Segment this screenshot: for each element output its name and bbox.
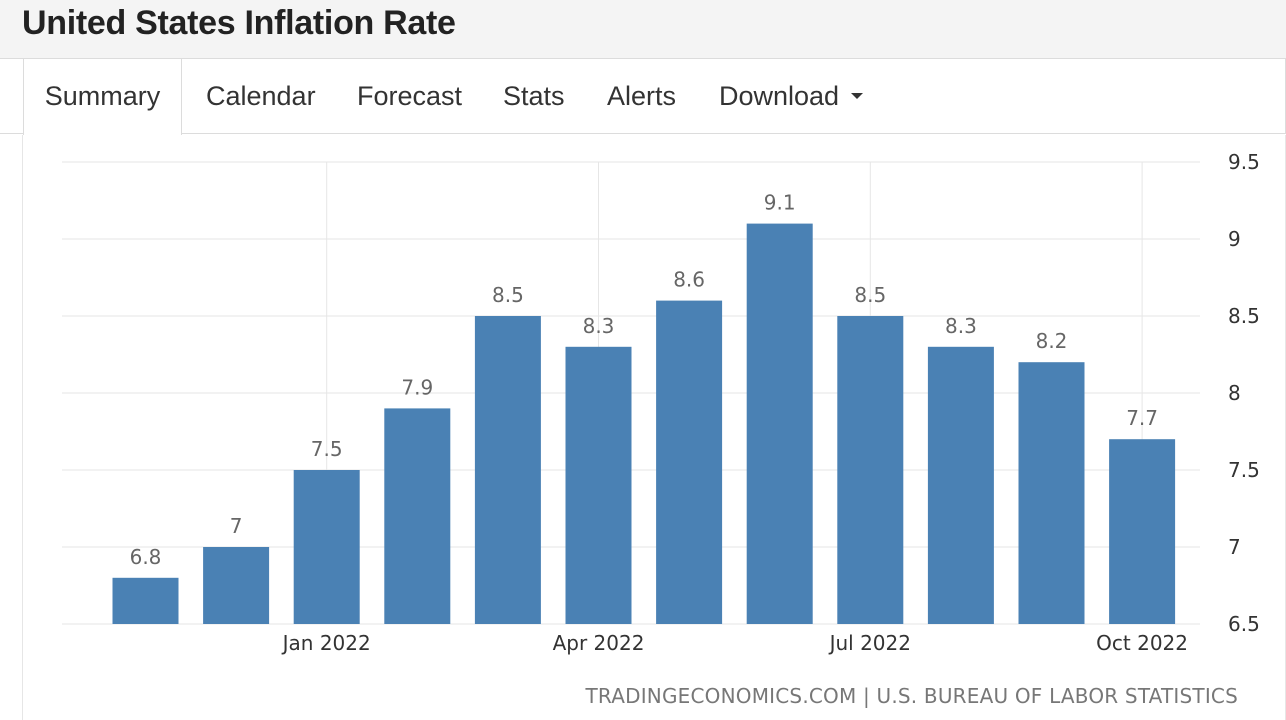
data-label: 8.5 bbox=[854, 283, 886, 307]
y-tick-label: 8 bbox=[1228, 381, 1241, 405]
page-header: United States Inflation Rate bbox=[0, 0, 1286, 59]
bar bbox=[384, 408, 451, 624]
data-label: 6.8 bbox=[130, 545, 162, 569]
data-label: 7 bbox=[230, 514, 243, 538]
bar bbox=[927, 346, 994, 624]
bar bbox=[1018, 362, 1085, 624]
bar bbox=[837, 316, 904, 624]
bar bbox=[1109, 439, 1176, 624]
content-border bbox=[22, 135, 23, 720]
data-label: 9.1 bbox=[764, 191, 796, 215]
bar bbox=[293, 470, 360, 624]
page-title: United States Inflation Rate bbox=[22, 4, 456, 42]
x-tick-label: Apr 2022 bbox=[553, 631, 645, 655]
bar bbox=[565, 346, 632, 624]
tab-alerts[interactable]: Alerts bbox=[607, 81, 677, 111]
tab-bar-divider bbox=[0, 133, 23, 134]
y-tick-label: 6.5 bbox=[1228, 612, 1260, 636]
tab-summary[interactable]: Summary bbox=[23, 59, 182, 135]
x-tick-label: Jan 2022 bbox=[281, 631, 371, 655]
tab-calendar[interactable]: Calendar bbox=[206, 81, 316, 111]
y-tick-label: 8.5 bbox=[1228, 304, 1260, 328]
tab-stats[interactable]: Stats bbox=[503, 81, 565, 111]
tab-forecast[interactable]: Forecast bbox=[357, 81, 463, 111]
bar bbox=[474, 316, 541, 624]
data-label: 8.6 bbox=[673, 268, 705, 292]
y-tick-label: 7.5 bbox=[1228, 458, 1260, 482]
bar bbox=[746, 223, 813, 624]
data-label: 7.7 bbox=[1126, 406, 1158, 430]
bar bbox=[203, 547, 270, 624]
source-credit: TRADINGECONOMICS.COM | U.S. BUREAU OF LA… bbox=[585, 684, 1238, 708]
tab-download[interactable]: Download bbox=[719, 59, 864, 134]
data-label: 8.2 bbox=[1036, 329, 1068, 353]
x-tick-label: Oct 2022 bbox=[1096, 631, 1188, 655]
data-label: 8.5 bbox=[492, 283, 524, 307]
data-label: 7.5 bbox=[311, 437, 343, 461]
x-tick-label: Jul 2022 bbox=[828, 631, 911, 655]
bar bbox=[656, 300, 723, 624]
data-label: 8.3 bbox=[583, 314, 615, 338]
tab-bar-divider bbox=[181, 133, 1286, 134]
bar bbox=[112, 577, 179, 624]
tab-bar: Summary Calendar Forecast Stats Alerts D… bbox=[0, 59, 1286, 135]
y-tick-label: 9.5 bbox=[1228, 150, 1260, 174]
caret-down-icon bbox=[851, 92, 864, 99]
data-label: 7.9 bbox=[401, 375, 433, 399]
y-tick-label: 7 bbox=[1228, 535, 1241, 559]
data-label: 8.3 bbox=[945, 314, 977, 338]
tab-download-label: Download bbox=[719, 81, 840, 111]
y-tick-label: 9 bbox=[1228, 227, 1241, 251]
